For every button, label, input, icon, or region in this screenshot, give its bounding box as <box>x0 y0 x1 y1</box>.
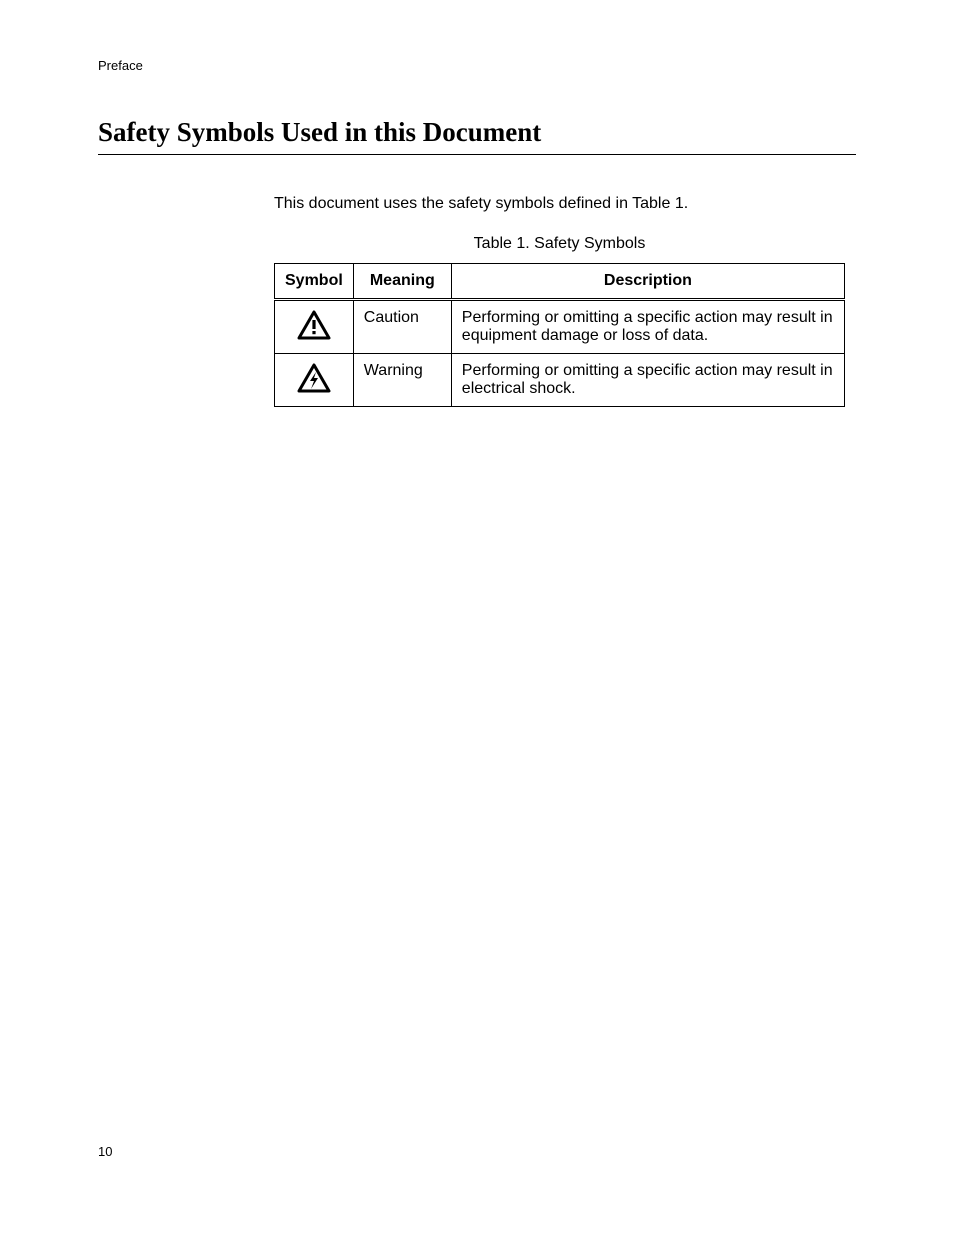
table-caption: Table 1. Safety Symbols <box>274 235 845 253</box>
description-cell: Performing or omitting a specific action… <box>451 354 844 407</box>
table-row: Warning Performing or omitting a specifi… <box>275 354 845 407</box>
warning-shock-triangle-icon <box>297 363 331 398</box>
meaning-cell: Caution <box>353 300 451 354</box>
page-number: 10 <box>98 1144 112 1159</box>
caution-triangle-icon <box>297 310 331 345</box>
th-description: Description <box>451 264 844 300</box>
section-title: Safety Symbols Used in this Document <box>98 117 856 155</box>
th-symbol: Symbol <box>275 264 354 300</box>
table-header-row: Symbol Meaning Description <box>275 264 845 300</box>
symbol-cell <box>275 354 354 407</box>
th-meaning: Meaning <box>353 264 451 300</box>
table-row: Caution Performing or omitting a specifi… <box>275 300 845 354</box>
page-header-label: Preface <box>98 58 856 73</box>
symbol-cell <box>275 300 354 354</box>
intro-text: This document uses the safety symbols de… <box>274 195 856 213</box>
meaning-cell: Warning <box>353 354 451 407</box>
description-cell: Performing or omitting a specific action… <box>451 300 844 354</box>
safety-symbols-table: Symbol Meaning Description Caution <box>274 263 845 407</box>
